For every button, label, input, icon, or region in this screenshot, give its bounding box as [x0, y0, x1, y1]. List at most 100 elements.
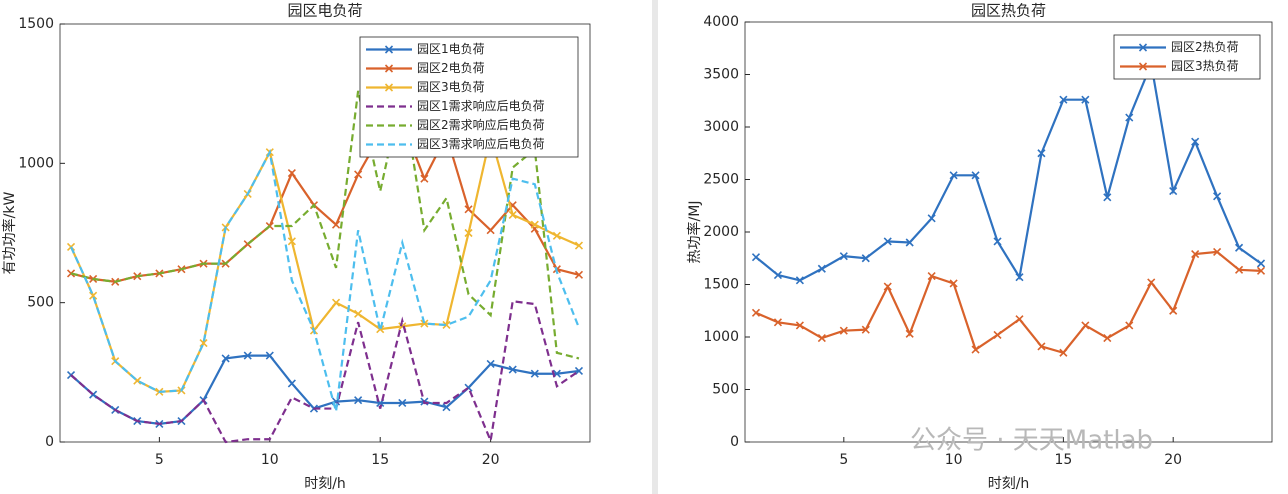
- marker: [574, 241, 584, 250]
- x-axis-label: 时刻/h: [304, 476, 346, 492]
- marker: [1037, 342, 1046, 351]
- marker: [199, 339, 208, 348]
- marker: [1125, 113, 1134, 122]
- marker: [861, 254, 870, 263]
- marker: [971, 171, 980, 180]
- marker: [354, 309, 363, 318]
- marker: [398, 398, 407, 408]
- marker: [287, 379, 296, 388]
- legend-label: 园区3热负荷: [1171, 59, 1239, 73]
- y-tick-label: 0: [45, 434, 54, 450]
- marker: [1037, 149, 1046, 158]
- marker: [861, 325, 870, 334]
- watermark: 公众号 · 天天Matlab: [910, 426, 1153, 456]
- legend-label: 园区3需求响应后电负荷: [417, 136, 545, 151]
- marker: [1059, 95, 1068, 104]
- x-tick-label: 5: [839, 452, 848, 468]
- marker: [243, 351, 252, 360]
- series-line: [755, 250, 1262, 355]
- marker: [839, 326, 848, 335]
- marker: [508, 365, 517, 374]
- series-line: [755, 60, 1262, 282]
- marker: [331, 220, 341, 229]
- marker: [1125, 321, 1134, 330]
- marker: [530, 369, 539, 378]
- marker: [949, 171, 958, 180]
- legend-label: 园区1需求响应后电负荷: [417, 98, 545, 113]
- marker: [442, 320, 451, 330]
- y-tick-label: 500: [27, 295, 54, 311]
- marker: [1234, 243, 1244, 252]
- y-tick-label: 1500: [18, 16, 54, 32]
- marker: [420, 174, 429, 183]
- marker: [1059, 348, 1068, 357]
- y-tick-label: 2000: [703, 224, 739, 240]
- chart-title: 园区电负荷: [287, 2, 362, 20]
- x-tick-label: 10: [945, 452, 963, 468]
- marker: [265, 351, 274, 360]
- series-line: [70, 119, 580, 283]
- marker: [1147, 278, 1156, 287]
- chart-title: 园区热负荷: [971, 2, 1046, 20]
- y-tick-label: 1000: [703, 329, 739, 345]
- marker: [1191, 137, 1200, 146]
- marker: [993, 237, 1002, 246]
- legend-label: 园区2需求响应后电负荷: [417, 117, 545, 132]
- marker: [464, 228, 473, 238]
- legend-label: 园区2电负荷: [417, 61, 485, 75]
- legend-box: [359, 36, 579, 158]
- marker: [1015, 273, 1024, 282]
- y-tick-label: 3500: [703, 67, 739, 83]
- legend-marker: [384, 64, 394, 73]
- x-tick-label: 15: [371, 452, 389, 468]
- marker: [221, 354, 230, 363]
- marker: [530, 220, 539, 229]
- marker: [1103, 333, 1112, 343]
- marker: [1081, 95, 1090, 104]
- legend: 园区1电负荷园区2电负荷园区3电负荷园区1需求响应后电负荷园区2需求响应后电负荷…: [359, 36, 579, 158]
- marker: [486, 226, 495, 235]
- marker: [574, 270, 584, 279]
- marker: [795, 276, 804, 285]
- marker: [574, 366, 584, 376]
- marker: [751, 253, 761, 262]
- marker: [1256, 259, 1266, 268]
- marker: [376, 325, 385, 334]
- y-tick-label: 4000: [703, 14, 739, 30]
- marker: [1213, 192, 1222, 201]
- marker: [1234, 265, 1244, 274]
- marker: [1191, 249, 1200, 259]
- marker: [949, 279, 958, 288]
- marker: [883, 282, 892, 291]
- marker: [1015, 315, 1024, 324]
- marker: [1256, 266, 1266, 275]
- marker: [993, 330, 1002, 339]
- y-tick-label: 2500: [703, 172, 739, 188]
- legend-label: 园区3电负荷: [417, 80, 485, 94]
- legend-label: 园区2热负荷: [1171, 40, 1239, 54]
- marker: [839, 252, 848, 261]
- marker: [287, 237, 296, 246]
- marker: [927, 272, 936, 281]
- legend-label: 园区1电负荷: [417, 42, 485, 56]
- marker: [905, 329, 914, 338]
- marker: [89, 291, 98, 300]
- x-tick-label: 20: [1164, 452, 1182, 468]
- legend-marker: [384, 45, 394, 54]
- legend-marker: [1138, 43, 1148, 52]
- x-tick-label: 20: [482, 452, 500, 468]
- marker: [552, 231, 561, 240]
- marker: [773, 318, 783, 327]
- y-axis-label: 有功功率/kW: [1, 192, 18, 275]
- marker: [883, 237, 892, 246]
- x-tick-label: 5: [155, 452, 164, 468]
- marker: [817, 333, 826, 343]
- marker: [905, 238, 914, 247]
- y-tick-label: 3000: [703, 119, 739, 135]
- legend-marker: [1138, 62, 1148, 71]
- marker: [354, 170, 363, 179]
- x-tick-label: 15: [1054, 452, 1072, 468]
- series-line: [70, 90, 580, 360]
